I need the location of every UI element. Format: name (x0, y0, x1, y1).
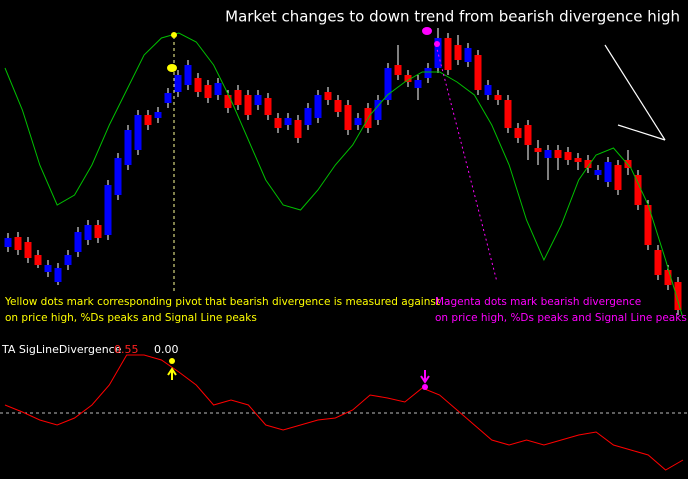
magenta-dash (435, 44, 498, 283)
candle-body (504, 100, 512, 128)
candle-body (254, 95, 262, 105)
magenta-arrow (420, 370, 430, 384)
candle-body (74, 232, 82, 252)
candle-body (24, 242, 32, 258)
yellow-dot (171, 32, 177, 38)
candle-body (304, 108, 312, 125)
candle-body (174, 75, 182, 92)
candle-body (294, 120, 302, 138)
candle-body (554, 150, 562, 158)
candle-body (314, 95, 322, 118)
candle-body (34, 255, 42, 265)
candle-body (494, 95, 502, 100)
candle-body (144, 115, 152, 125)
candle-body (514, 128, 522, 138)
candle-body (264, 98, 272, 115)
indicator-value: 0.55 (114, 343, 139, 356)
candle-body (524, 125, 532, 145)
candle-body (564, 152, 572, 160)
candle-body (124, 130, 132, 165)
candle-body (534, 148, 542, 152)
candle-body (424, 68, 432, 78)
yellow-dot (167, 64, 177, 72)
price-panel: Yellow dots mark corresponding pivot tha… (4, 28, 687, 324)
candle-body (384, 68, 392, 100)
arrow-line (604, 44, 666, 141)
candle-body (64, 255, 72, 265)
candle-body (414, 80, 422, 88)
candle-body (474, 55, 482, 90)
candle-body (134, 115, 142, 150)
candle-body (234, 90, 242, 105)
candle-body (584, 160, 592, 168)
candle-body (604, 162, 612, 182)
candle-body (394, 65, 402, 75)
yellow-arrow (167, 367, 177, 380)
candle-body (94, 225, 102, 238)
candle-body (204, 85, 212, 98)
annotation: Yellow dots mark corresponding pivot tha… (4, 296, 440, 308)
indicator-title: TA SigLineDivergence (1, 343, 122, 356)
candle-body (274, 118, 282, 128)
annotation: on price high, %Ds peaks and Signal Line… (5, 312, 257, 324)
magenta-dot (434, 41, 440, 47)
candle-body (244, 95, 252, 115)
candle-body (404, 75, 412, 82)
annotation: Magenta dots mark bearish divergence (435, 296, 641, 308)
zero-level-label: 0.00 (154, 343, 179, 356)
candle-body (84, 225, 92, 240)
candle-body (614, 165, 622, 190)
arrow-line (617, 124, 666, 141)
candle-body (284, 118, 292, 125)
candle-body (4, 238, 12, 247)
candle-body (664, 270, 672, 285)
candle-body (344, 105, 352, 130)
candle-body (164, 93, 172, 103)
oscillator-line (4, 354, 684, 471)
candle-body (594, 170, 602, 175)
candle-body (154, 112, 162, 118)
candle-body (354, 118, 362, 125)
candle-body (334, 100, 342, 112)
candle-body (444, 38, 452, 70)
candle-body (654, 250, 662, 275)
signal-line (4, 32, 684, 319)
candle-body (434, 38, 442, 68)
yellow-dot (169, 358, 175, 364)
magenta-dot (422, 27, 432, 35)
candle-body (14, 237, 22, 250)
candle-body (374, 100, 382, 120)
candle-body (324, 92, 332, 100)
candle-body (574, 158, 582, 162)
magenta-dot (422, 384, 428, 390)
candle-body (464, 48, 472, 62)
candle-body (674, 282, 682, 310)
candle-body (454, 45, 462, 60)
candle-body (634, 175, 642, 205)
oscillator-panel (0, 354, 688, 471)
annotations (167, 27, 666, 390)
candle-body (214, 83, 222, 95)
candle-body (184, 65, 192, 85)
candle-body (114, 158, 122, 195)
candle-body (544, 150, 552, 158)
annotation: on price high, %Ds peaks and Signal Line… (435, 312, 687, 324)
candle-body (224, 95, 232, 108)
candle-body (104, 185, 112, 235)
candle-body (44, 265, 52, 272)
candle-body (484, 85, 492, 95)
candle-body (54, 268, 62, 282)
candle-body (194, 78, 202, 92)
candle-body (644, 205, 652, 245)
chart-title: Market changes to down trend from bearis… (225, 8, 680, 26)
